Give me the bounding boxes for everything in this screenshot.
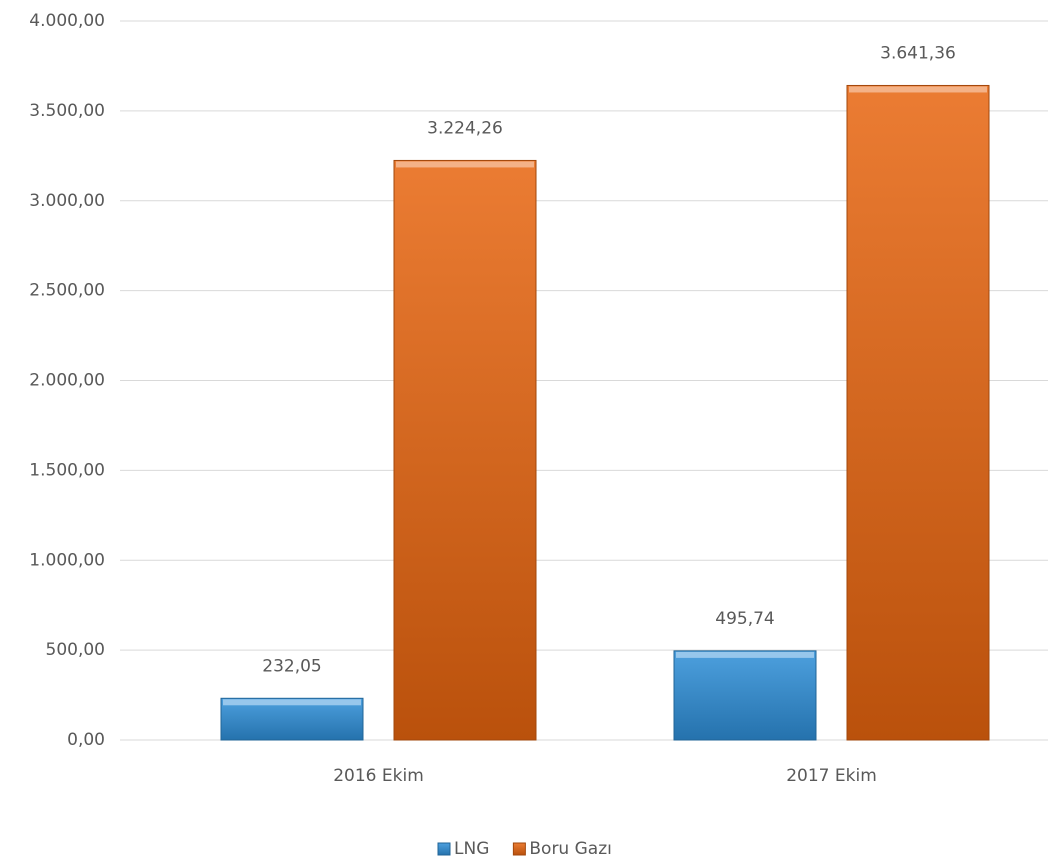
data-label: 495,74 — [715, 609, 774, 629]
y-tick-label: 3.000,00 — [29, 191, 105, 211]
x-tick-label: 2016 Ekim — [333, 766, 424, 786]
data-label: 3.641,36 — [880, 43, 956, 63]
bar — [393, 159, 537, 741]
data-label: 3.224,26 — [427, 118, 503, 138]
x-tick-label: 2017 Ekim — [786, 766, 877, 786]
bar — [846, 84, 990, 741]
bar-highlight — [849, 86, 987, 93]
y-tick-label: 2.500,00 — [29, 281, 105, 301]
y-tick-label: 500,00 — [46, 640, 105, 660]
y-tick-label: 2.000,00 — [29, 371, 105, 391]
y-tick-label: 1.000,00 — [29, 550, 105, 570]
legend-label: Boru Gazı — [529, 839, 611, 859]
legend-swatch — [512, 842, 526, 856]
y-tick-label: 0,00 — [67, 730, 105, 750]
y-tick-label: 4.000,00 — [29, 11, 105, 31]
y-tick-label: 1.500,00 — [29, 460, 105, 480]
bar-highlight — [676, 651, 814, 658]
legend-swatch — [437, 842, 451, 856]
data-label: 232,05 — [262, 656, 321, 676]
bar — [673, 650, 817, 741]
bar-highlight — [396, 161, 534, 168]
legend-label: LNG — [454, 839, 489, 859]
bar-highlight — [223, 699, 361, 706]
y-tick-label: 3.500,00 — [29, 101, 105, 121]
